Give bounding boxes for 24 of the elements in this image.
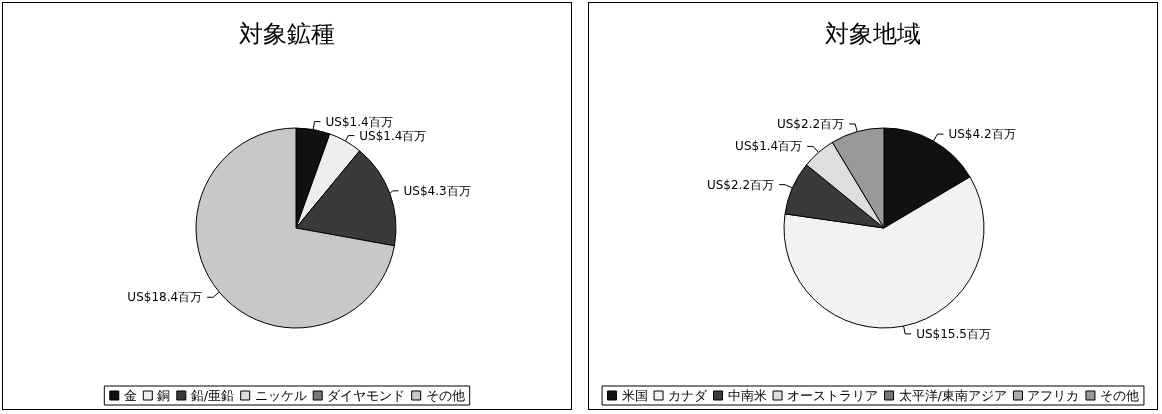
data-label: US$1.4百万 (325, 114, 393, 129)
data-label: US$18.4百万 (127, 290, 203, 305)
legend-label: アフリカ (1027, 388, 1080, 403)
legend-label: ニッケル (254, 388, 307, 403)
legend-label: カナダ (668, 388, 709, 403)
data-label: US$15.5百万 (916, 326, 991, 341)
legend-label: 中南米 (727, 388, 767, 403)
data-label: US$4.3百万 (403, 183, 471, 198)
legend-label: その他 (1099, 388, 1139, 403)
data-label: US$4.2百万 (948, 127, 1016, 142)
legend-label: 鉛/亜鉛 (190, 388, 235, 403)
legend-label: オーストラリア (787, 388, 879, 403)
data-label: US$1.4百万 (359, 128, 427, 143)
legend-label: 銅 (157, 388, 171, 403)
legend-label: その他 (425, 388, 465, 403)
legend-label: ダイヤモンド (327, 388, 406, 403)
legend-label: 米国 (621, 388, 648, 403)
data-label: US$2.2百万 (706, 177, 775, 192)
data-label: US$1.4百万 (735, 139, 803, 154)
data-label: US$2.2百万 (776, 116, 845, 131)
legend-label: 金 (123, 388, 137, 403)
legend-label: 太平洋/東南アジア (898, 388, 1007, 403)
chart-title: 対象鉱種 (239, 20, 335, 48)
chart-title: 対象地域 (825, 20, 921, 48)
